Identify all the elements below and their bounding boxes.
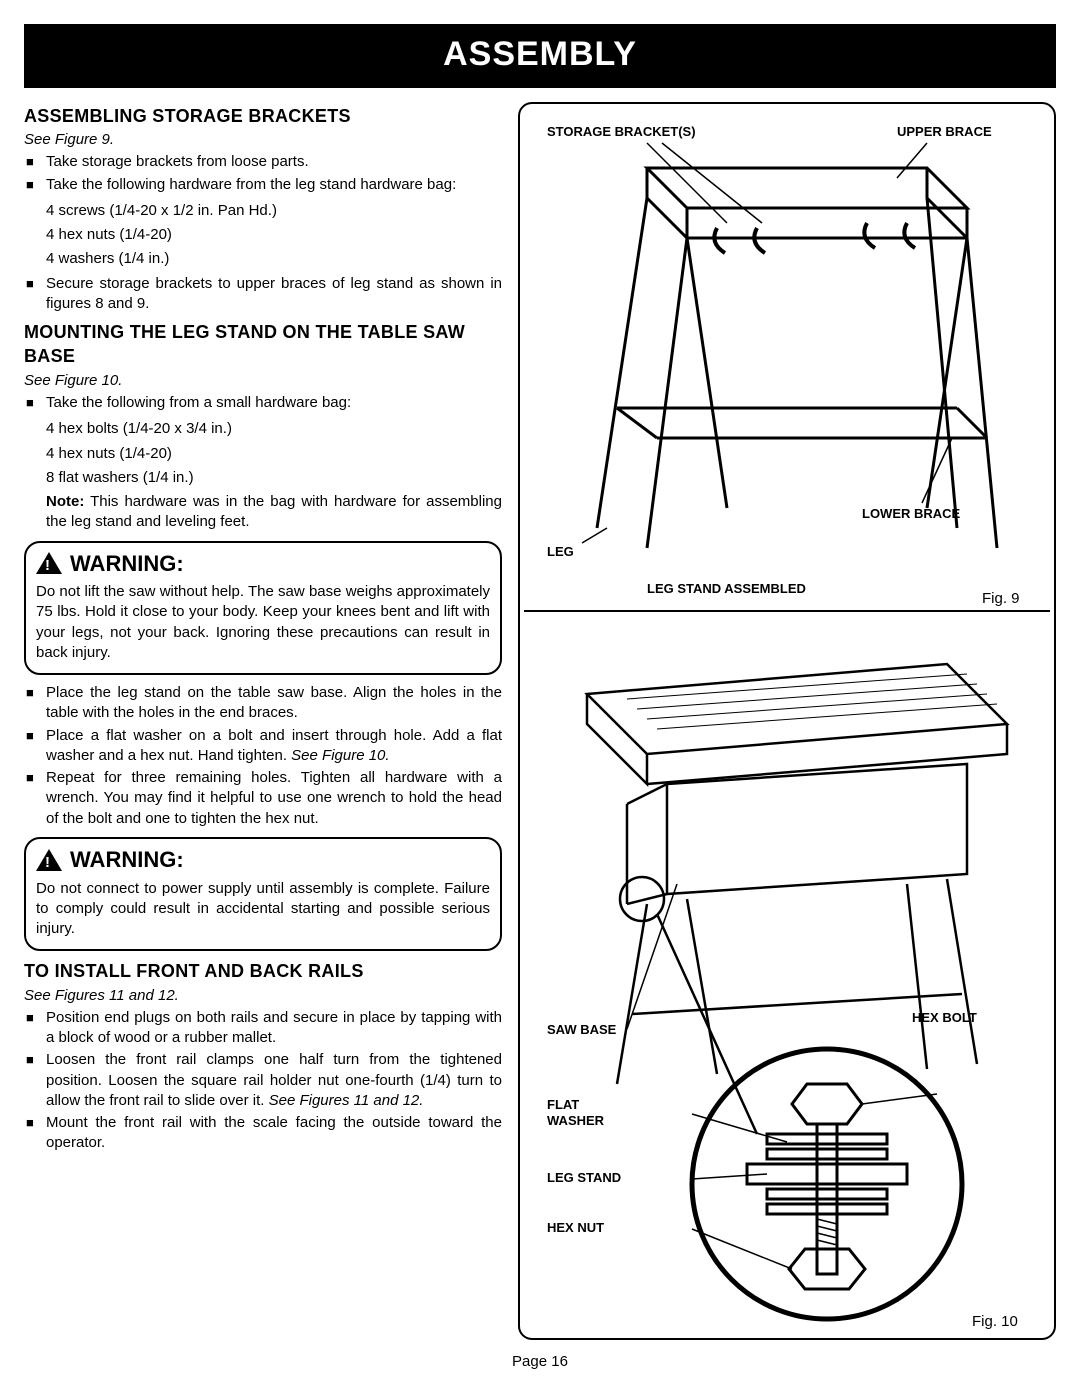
sec1-see: See Figure 9. xyxy=(24,130,502,150)
sec1-hw1: 4 screws (1/4-20 x 1/2 in. Pan Hd.) xyxy=(46,201,502,221)
label-lower-brace: LOWER BRACE xyxy=(862,506,961,521)
label-storage-brackets: STORAGE BRACKET(S) xyxy=(547,124,696,139)
sec4-b2: Loosen the front rail clamps one half tu… xyxy=(24,1050,502,1111)
assembly-banner: ASSEMBLY xyxy=(24,24,1056,88)
warning-2: WARNING: Do not connect to power supply … xyxy=(24,837,502,951)
left-column: ASSEMBLING STORAGE BRACKETS See Figure 9… xyxy=(24,102,502,1340)
page-number: Page 16 xyxy=(24,1352,1056,1372)
sec1-hw3: 4 washers (1/4 in.) xyxy=(46,249,502,269)
sec3-b1: Place the leg stand on the table saw bas… xyxy=(24,683,502,724)
sec4-b1: Position end plugs on both rails and sec… xyxy=(24,1008,502,1049)
fig9-caption: Fig. 9 xyxy=(982,590,1020,607)
label-saw-base: SAW BASE xyxy=(547,1022,617,1037)
warning-1-title: WARNING: xyxy=(70,549,184,579)
figure-10: SAW BASE HEX BOLT FLATWASHER LEG STAND H… xyxy=(524,614,1050,1334)
sec4-see: See Figures 11 and 12. xyxy=(24,986,502,1006)
label-leg: LEG xyxy=(547,544,574,559)
label-leg-stand: LEG STAND xyxy=(547,1170,621,1185)
warning-icon xyxy=(36,849,62,871)
label-assembled: LEG STAND ASSEMBLED xyxy=(647,581,806,596)
sec2-hw3: 8 flat washers (1/4 in.) xyxy=(46,468,502,488)
right-column: STORAGE BRACKET(S) UPPER BRACE LEG LOWER… xyxy=(518,102,1056,1340)
sec2-hw1: 4 hex bolts (1/4-20 x 3/4 in.) xyxy=(46,419,502,439)
label-upper-brace: UPPER BRACE xyxy=(897,124,992,139)
warning-1: WARNING: Do not lift the saw without hel… xyxy=(24,541,502,676)
label-hex-nut: HEX NUT xyxy=(547,1220,604,1235)
figure-9: STORAGE BRACKET(S) UPPER BRACE LEG LOWER… xyxy=(524,108,1050,608)
warning-icon xyxy=(36,552,62,574)
sec1-b2: Take the following hardware from the leg… xyxy=(24,175,502,195)
sec1-b3: Secure storage brackets to upper braces … xyxy=(24,274,502,315)
sec2-hw2: 4 hex nuts (1/4-20) xyxy=(46,444,502,464)
saw-mount-diagram: SAW BASE HEX BOLT FLATWASHER LEG STAND H… xyxy=(524,614,1050,1334)
sec2-title: MOUNTING THE LEG STAND ON THE TABLE SAW … xyxy=(24,320,502,369)
fig10-caption: Fig. 10 xyxy=(972,1313,1018,1330)
warning-2-title: WARNING: xyxy=(70,845,184,875)
label-flat-washer: FLATWASHER xyxy=(547,1097,605,1128)
sec1-b1: Take storage brackets from loose parts. xyxy=(24,152,502,172)
leg-stand-diagram: STORAGE BRACKET(S) UPPER BRACE LEG LOWER… xyxy=(524,108,1050,608)
label-hex-bolt: HEX BOLT xyxy=(912,1010,977,1025)
sec3-b2: Place a flat washer on a bolt and insert… xyxy=(24,726,502,767)
sec2-note: Note: This hardware was in the bag with … xyxy=(46,492,502,533)
warning-1-body: Do not lift the saw without help. The sa… xyxy=(36,582,490,663)
sec3-b3: Repeat for three remaining holes. Tighte… xyxy=(24,768,502,829)
warning-2-body: Do not connect to power supply until ass… xyxy=(36,879,490,940)
sec1-title: ASSEMBLING STORAGE BRACKETS xyxy=(24,104,502,128)
sec2-see: See Figure 10. xyxy=(24,371,502,391)
sec2-b1: Take the following from a small hardware… xyxy=(24,393,502,413)
sec4-title: TO INSTALL FRONT AND BACK RAILS xyxy=(24,959,502,983)
sec1-hw2: 4 hex nuts (1/4-20) xyxy=(46,225,502,245)
sec4-b3: Mount the front rail with the scale faci… xyxy=(24,1113,502,1154)
